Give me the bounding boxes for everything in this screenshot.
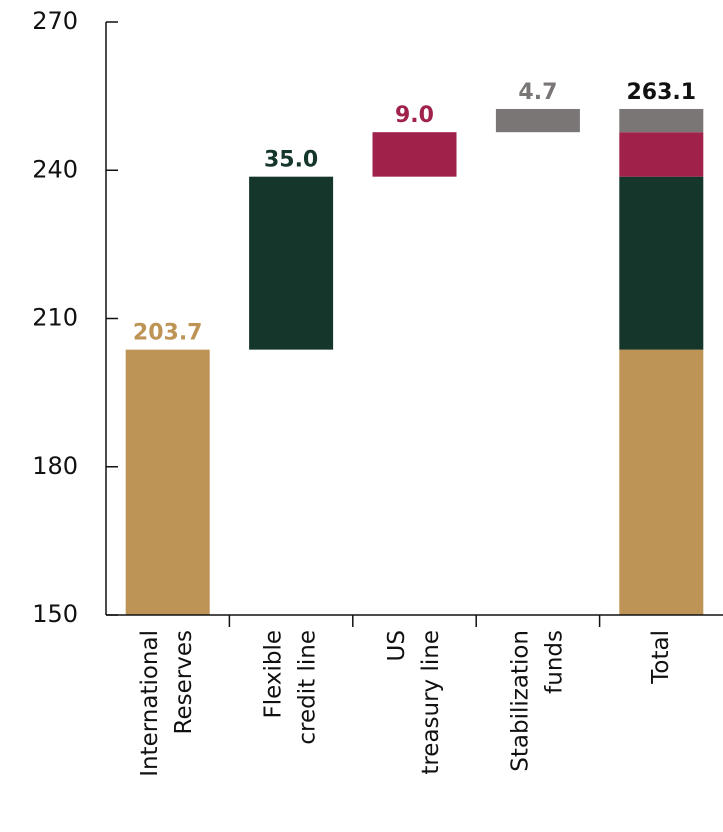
value-label: 9.0	[395, 103, 434, 128]
value-label: 263.1	[627, 80, 697, 105]
x-tick-label: Flexible	[261, 630, 287, 719]
x-tick-label: Total	[648, 630, 674, 685]
y-tick-label: 150	[32, 600, 78, 628]
y-tick-label: 210	[32, 304, 78, 332]
x-tick-label: treasury line	[418, 630, 444, 775]
y-tick-label: 270	[32, 7, 78, 35]
x-tick-label: International	[137, 630, 163, 777]
value-label: 203.7	[133, 321, 203, 346]
y-tick-label: 240	[32, 155, 78, 183]
y-tick-label: 180	[32, 452, 78, 480]
x-tick-label: Reserves	[171, 630, 197, 734]
x-tick-label: credit line	[295, 630, 321, 745]
value-label: 4.7	[518, 80, 557, 105]
total-segment	[619, 108, 704, 133]
value-label: 35.0	[264, 148, 318, 173]
total-segment	[619, 176, 704, 350]
bar	[125, 349, 210, 615]
total-segment	[619, 132, 704, 177]
total-segment	[619, 349, 704, 615]
x-tick-label: US	[384, 630, 410, 661]
x-tick-label: funds	[541, 630, 567, 694]
bar	[249, 176, 334, 350]
bar	[372, 132, 457, 177]
x-tick-label: Stabilization	[507, 630, 533, 772]
bar	[495, 108, 580, 133]
